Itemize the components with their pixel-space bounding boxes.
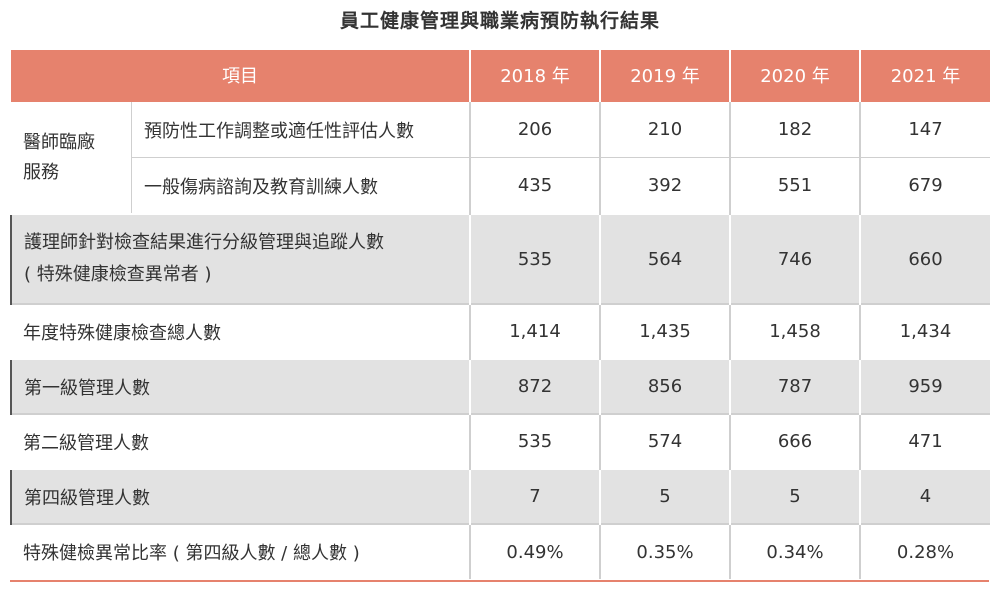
results-table: 項目 2018 年 2019 年 2020 年 2021 年 醫師臨廠 服務 預 <box>10 50 990 579</box>
header-year-2020: 2020 年 <box>729 50 860 101</box>
value: 392 <box>601 157 729 213</box>
row-label: 特殊健檢異常比率 ( 第四級人數 / 總人數 ) <box>11 523 470 579</box>
value: 1,458 <box>729 303 860 359</box>
group-label: 醫師臨廠 服務 <box>11 102 132 213</box>
value: 435 <box>471 157 599 213</box>
row-label-line1: 護理師針對檢查結果進行分級管理與追蹤人數 <box>24 232 384 253</box>
value-cell: 147 679 <box>859 100 990 214</box>
value: 147 <box>908 119 943 140</box>
value: 551 <box>731 157 859 213</box>
value: 4 <box>859 468 990 524</box>
value: 1,414 <box>469 303 600 359</box>
table-row: 醫師臨廠 服務 預防性工作調整或適任性評估人數 一般傷病諮詢及教育訓練人數 20… <box>11 100 990 214</box>
value: 0.49% <box>469 523 600 579</box>
value: 210 <box>647 119 683 140</box>
value: 856 <box>599 358 730 414</box>
table-row: 特殊健檢異常比率 ( 第四級人數 / 總人數 ) 0.49% 0.35% 0.3… <box>11 523 990 579</box>
value: 746 <box>729 213 860 304</box>
value-cell: 182 551 <box>729 100 860 214</box>
header-item: 項目 <box>11 50 470 101</box>
row-label-line2: ( 特殊健康檢查異常者 ) <box>24 264 212 285</box>
value: 679 <box>861 157 990 213</box>
value: 959 <box>859 358 990 414</box>
header-year-2021: 2021 年 <box>859 50 990 101</box>
value: 1,434 <box>859 303 990 359</box>
value: 666 <box>729 413 860 469</box>
group-label-line2: 服務 <box>23 161 59 183</box>
group-sub-label: 一般傷病諮詢及教育訓練人數 <box>132 157 469 213</box>
value: 535 <box>469 413 600 469</box>
value: 7 <box>469 468 600 524</box>
row-label: 第四級管理人數 <box>10 468 470 524</box>
value: 787 <box>729 358 860 414</box>
row-label: 第一級管理人數 <box>10 358 470 414</box>
value: 535 <box>469 213 600 304</box>
value: 564 <box>599 213 730 304</box>
value: 0.28% <box>859 523 990 579</box>
group-label-line1: 醫師臨廠 <box>23 131 95 153</box>
value: 206 <box>517 119 553 140</box>
group-sub-label: 預防性工作調整或適任性評估人數 <box>144 120 414 142</box>
group-cell: 醫師臨廠 服務 預防性工作調整或適任性評估人數 一般傷病諮詢及教育訓練人數 <box>11 100 470 214</box>
row-label: 護理師針對檢查結果進行分級管理與追蹤人數 ( 特殊健康檢查異常者 ) <box>10 213 470 304</box>
value-cell: 206 435 <box>469 100 600 214</box>
value: 1,435 <box>599 303 730 359</box>
value: 0.34% <box>729 523 860 579</box>
value-cell: 210 392 <box>599 100 730 214</box>
row-label: 年度特殊健康檢查總人數 <box>11 303 470 359</box>
value: 5 <box>599 468 730 524</box>
table-row: 第二級管理人數 535 574 666 471 <box>11 413 990 469</box>
table-row: 護理師針對檢查結果進行分級管理與追蹤人數 ( 特殊健康檢查異常者 ) 535 5… <box>10 213 990 304</box>
header-year-2018: 2018 年 <box>469 50 600 101</box>
row-label: 第二級管理人數 <box>11 413 470 469</box>
value: 471 <box>859 413 990 469</box>
table-row: 年度特殊健康檢查總人數 1,414 1,435 1,458 1,434 <box>11 303 990 359</box>
header-row: 項目 2018 年 2019 年 2020 年 2021 年 <box>11 50 990 101</box>
table-row: 第四級管理人數 7 5 5 4 <box>10 468 990 524</box>
value: 5 <box>729 468 860 524</box>
header-year-2019: 2019 年 <box>599 50 730 101</box>
table-title: 員工健康管理與職業病預防執行結果 <box>339 10 660 32</box>
value: 660 <box>859 213 990 304</box>
value: 574 <box>599 413 730 469</box>
table-row: 第一級管理人數 872 856 787 959 <box>10 358 990 414</box>
value: 872 <box>469 358 600 414</box>
value: 0.35% <box>599 523 730 579</box>
value: 182 <box>777 119 813 140</box>
table-bottom-rule <box>10 580 989 582</box>
